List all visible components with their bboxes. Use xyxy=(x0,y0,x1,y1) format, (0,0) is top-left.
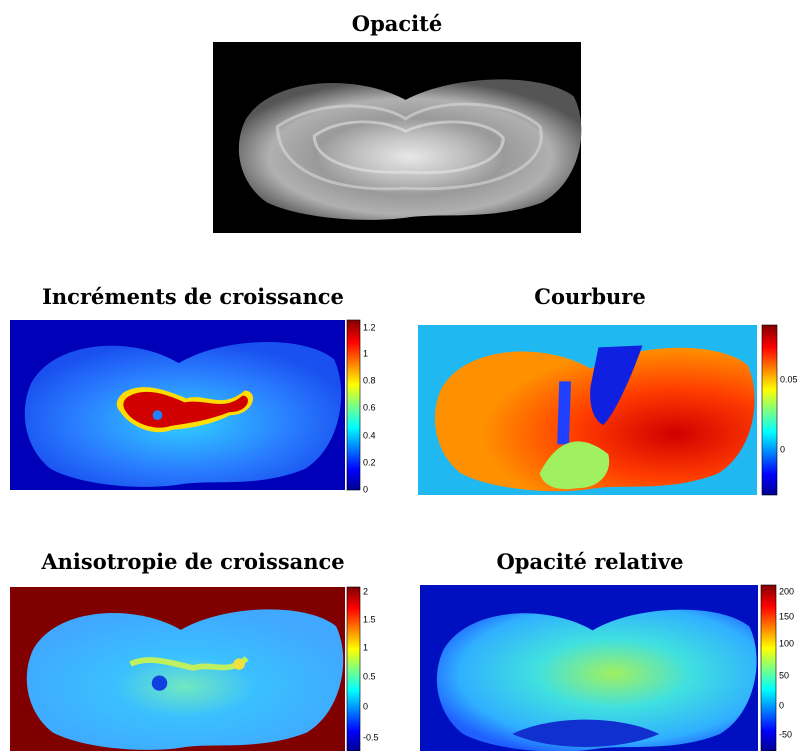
panel-title: Opacité relative xyxy=(497,549,684,574)
panel-title: Opacité xyxy=(352,11,442,36)
colorbar-tick-label: 100 xyxy=(779,638,794,648)
colorbar-tick-label: 150 xyxy=(779,611,794,621)
colorbar-tick-label: 0 xyxy=(363,701,368,711)
colorbar-tick-label: 1 xyxy=(363,348,368,358)
colorbar-tick-label: 0.5 xyxy=(363,671,376,681)
image-opacity xyxy=(213,42,582,233)
colorbar-tick-label: 0 xyxy=(780,444,785,454)
panel-title: Anisotropie de croissance xyxy=(40,549,344,574)
image-relative-opacity xyxy=(420,585,758,751)
image-anisotropy xyxy=(10,587,345,751)
colorbar xyxy=(760,584,777,751)
colorbar-tick-label: 0.6 xyxy=(363,402,376,412)
colorbar-tick-label: 0 xyxy=(363,484,368,494)
colorbar-tick-label: -50 xyxy=(779,729,792,739)
colorbar-ticks: 1.2 1 0.8 0.6 0.4 0.2 0 0.05 0 2 1.5 1 0.5 0 -0.5 200 15… xyxy=(363,322,797,742)
colorbar-tick-label: -0.5 xyxy=(363,732,379,742)
colorbar-tick-label: 0.2 xyxy=(363,457,376,467)
colorbar-tick-label: 1 xyxy=(363,642,368,652)
colorbar-tick-label: 2 xyxy=(363,586,368,596)
colorbar-tick-label: 0.4 xyxy=(363,430,376,440)
colorbar-tick-label: 0.05 xyxy=(780,374,797,384)
colorbar-tick-label: 1.2 xyxy=(363,322,376,332)
colorbar-tick-label: 50 xyxy=(779,670,789,680)
colorbar xyxy=(761,324,778,496)
image-curvature xyxy=(418,325,757,495)
colorbar xyxy=(346,319,361,491)
colorbar-tick-label: 0.8 xyxy=(363,375,376,385)
colorbar-tick-label: 0 xyxy=(779,700,784,710)
image-increments xyxy=(10,320,345,490)
colorbar-tick-label: 1.5 xyxy=(363,614,376,624)
colorbar xyxy=(346,586,361,751)
panel-title: Courbure xyxy=(534,284,645,309)
colorbar-tick-label: 200 xyxy=(779,586,794,596)
panel-title: Incréments de croissance xyxy=(42,284,344,309)
